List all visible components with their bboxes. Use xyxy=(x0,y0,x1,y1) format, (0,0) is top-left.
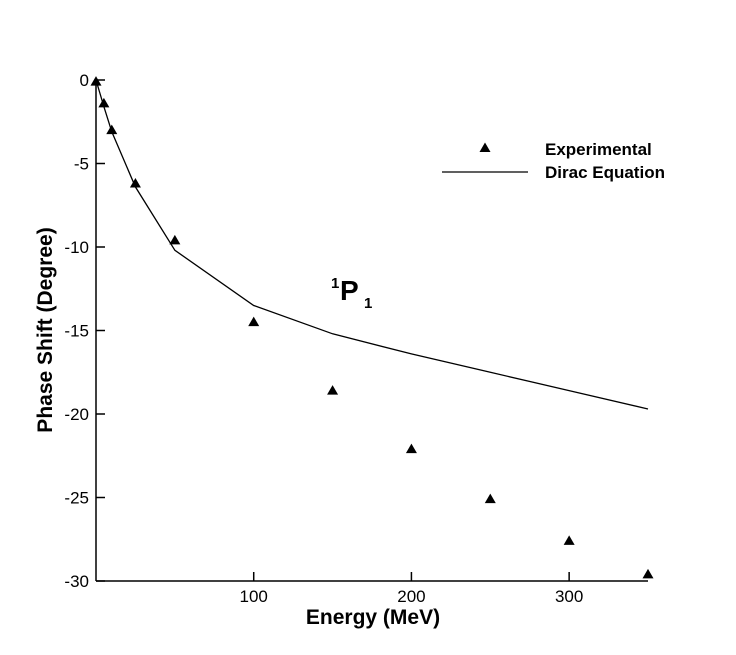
x-axis-title: Energy (MeV) xyxy=(306,606,440,629)
x-tick-label: 300 xyxy=(555,587,583,606)
y-axis-ticks: 0 -5 -10 -15 -20 -25 -30 xyxy=(64,71,105,591)
term-annotation: 1 P 1 xyxy=(331,275,372,312)
x-tick-label: 100 xyxy=(240,587,268,606)
y-tick-label: -5 xyxy=(74,155,89,174)
series-layer xyxy=(90,76,654,579)
y-tick-label: -20 xyxy=(64,405,89,424)
y-tick-label: -25 xyxy=(64,489,89,508)
experimental-point xyxy=(563,535,575,545)
legend-marker-experimental xyxy=(479,142,491,152)
experimental-point xyxy=(90,76,102,86)
dirac-equation-line xyxy=(95,79,649,410)
experimental-point xyxy=(248,316,260,327)
experimental-point xyxy=(98,97,110,108)
y-axis-title: Phase Shift (Degree) xyxy=(34,227,57,432)
annotation-subscript: 1 xyxy=(364,295,372,312)
experimental-point xyxy=(327,385,339,395)
experimental-point xyxy=(106,124,118,135)
x-tick-label: 200 xyxy=(397,587,425,606)
y-tick-label: -15 xyxy=(64,322,89,341)
x-axis-ticks: 100 200 300 xyxy=(240,572,583,606)
experimental-point xyxy=(129,178,141,188)
y-tick-label: -10 xyxy=(64,238,89,257)
experimental-point xyxy=(405,443,417,454)
legend-label-experimental: Experimental xyxy=(545,140,652,159)
experimental-point xyxy=(642,568,654,579)
annotation-base: P xyxy=(340,275,359,306)
experimental-point xyxy=(484,493,496,504)
y-tick-label: -30 xyxy=(64,572,89,591)
y-tick-label: 0 xyxy=(80,71,89,90)
legend: Experimental Dirac Equation xyxy=(442,140,665,182)
annotation-superscript: 1 xyxy=(331,275,339,292)
experimental-point xyxy=(169,234,181,245)
legend-label-dirac: Dirac Equation xyxy=(545,163,665,182)
